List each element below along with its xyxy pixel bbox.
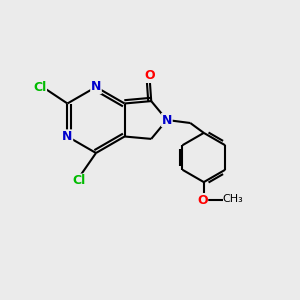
Text: Cl: Cl [72, 174, 85, 187]
Text: O: O [144, 69, 155, 82]
Text: N: N [91, 80, 101, 94]
Text: O: O [197, 194, 208, 207]
Text: N: N [162, 113, 172, 127]
Text: Cl: Cl [33, 81, 46, 94]
Text: N: N [62, 130, 73, 143]
Text: CH₃: CH₃ [222, 194, 243, 204]
